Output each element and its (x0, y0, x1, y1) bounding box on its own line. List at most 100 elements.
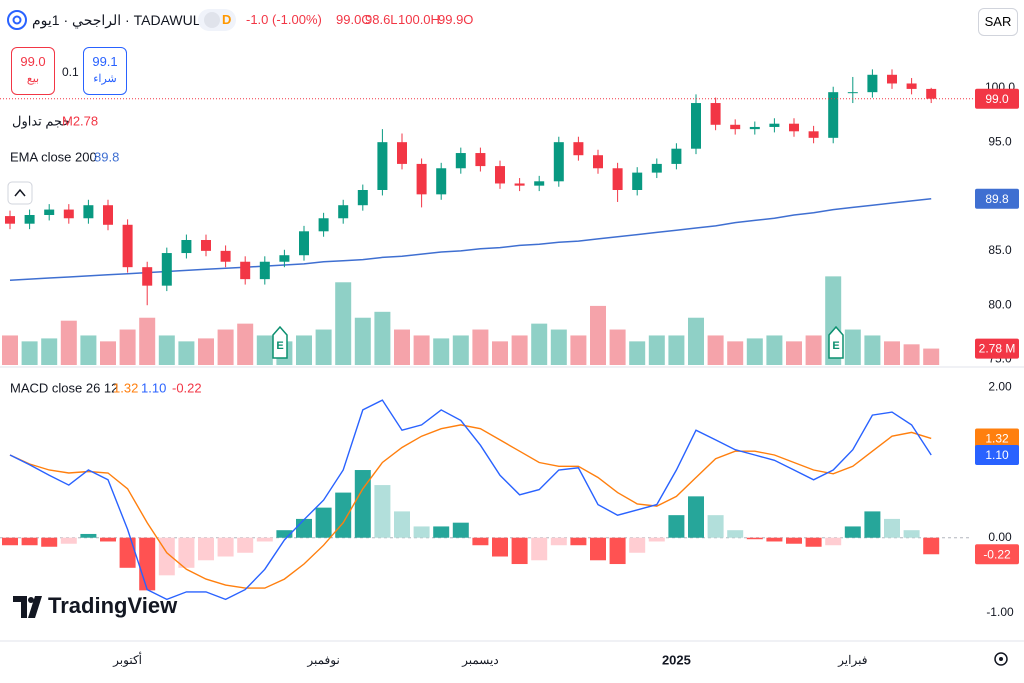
y-tick-label: 80.0 (988, 297, 1012, 311)
candle-body (612, 168, 623, 190)
histogram-bar (864, 511, 881, 538)
histogram-bar (139, 537, 156, 591)
candle-body (847, 92, 858, 94)
histogram-bar (531, 537, 548, 561)
candle-body (220, 250, 231, 262)
candle-body (887, 74, 897, 84)
macd-line (9, 399, 932, 601)
volume-bar (864, 335, 881, 365)
volume-bar (609, 329, 626, 365)
histogram-bar (570, 537, 587, 546)
status-pill: D (198, 9, 236, 31)
volume-bar (296, 335, 312, 365)
histogram-bar (354, 470, 371, 538)
collapse-button[interactable] (7, 181, 33, 205)
histogram-bar (60, 537, 77, 544)
currency-button[interactable]: SAR (978, 8, 1018, 36)
earnings-marker[interactable]: E (272, 325, 288, 359)
volume-bar (786, 341, 802, 365)
histogram-bar (100, 537, 116, 542)
interval-badge: D (222, 12, 232, 27)
y-tick-label: 2.00 (988, 379, 1012, 393)
sell-button[interactable]: 99.0 بيع (11, 47, 55, 95)
watermark: TradingView (13, 593, 178, 618)
histogram-bar (433, 526, 450, 538)
histogram-bar (80, 533, 97, 538)
candle-body (710, 103, 721, 125)
volume-bar (570, 335, 587, 365)
buy-label: شراء (93, 73, 117, 85)
histogram-bar (707, 515, 724, 538)
volume-legend-value: M2.78 (62, 113, 98, 128)
macd-legend-hist: -0.22 (172, 380, 202, 395)
candle-body (83, 205, 94, 219)
settings-icon[interactable] (994, 652, 1008, 666)
sell-price: 99.0 (20, 54, 46, 69)
ema-legend-name: EMA close 200 (10, 149, 97, 164)
volume-bar (668, 335, 685, 365)
buy-button[interactable]: 99.1 شراء (83, 47, 127, 95)
candle-body (142, 267, 153, 286)
histogram-bar (256, 537, 273, 542)
hist-badge: -0.22 (983, 547, 1011, 561)
candle-body (318, 218, 329, 232)
histogram-bar (511, 537, 528, 565)
volume-bar (746, 338, 763, 365)
hist-badge-bg (975, 544, 1019, 565)
symbol[interactable]: الراجحي · 1يوم · TADAWUL (32, 12, 201, 28)
histogram-bar (844, 526, 861, 538)
macd-legend-name: MACD close 26 12 (10, 380, 118, 395)
histogram-bar (884, 518, 900, 538)
histogram-bar (374, 485, 391, 538)
volume-bar (374, 311, 391, 365)
candle-body (475, 153, 486, 167)
histogram-bar (550, 537, 567, 546)
histogram-bar (217, 537, 234, 557)
volume-bar (492, 341, 508, 365)
histogram-bar (472, 537, 489, 546)
volume-bar (178, 341, 195, 365)
candle-body (691, 103, 701, 149)
x-tick-label: فبراير (837, 653, 867, 667)
histogram-bar (648, 537, 665, 542)
earnings-marker[interactable]: E (828, 325, 844, 359)
candle-body (103, 205, 113, 225)
price-change: -1.0 (-1.00%) (246, 12, 322, 27)
histogram-bar (119, 537, 136, 568)
x-tick-label: أكتوبر (112, 652, 142, 667)
candle-body (514, 183, 525, 186)
volume-bar (590, 305, 606, 365)
y-tick-label: 95.0 (988, 134, 1012, 148)
last-price-badge-bg (975, 88, 1019, 109)
histogram-bar (492, 537, 508, 557)
ema-badge-bg (975, 188, 1019, 209)
candle-body (161, 253, 172, 286)
candle-body (416, 163, 427, 195)
histogram-bar (590, 537, 606, 561)
candle-body (181, 240, 192, 254)
candle-body (534, 181, 545, 186)
histogram-bar (688, 496, 704, 538)
macd-badge: 1.10 (985, 448, 1009, 462)
histogram-bar (746, 537, 763, 540)
histogram-bar (903, 530, 920, 538)
candle-body (789, 123, 799, 132)
ohlc-high: 100.0H (398, 12, 440, 27)
candle-body (397, 142, 407, 164)
candle-body (5, 216, 15, 224)
ohlc-close: 99.0C (336, 12, 371, 27)
last-price-badge: 99.0 (985, 92, 1009, 106)
volume-bar (60, 320, 77, 365)
volume-bar (413, 335, 430, 365)
candle-body (436, 168, 447, 195)
volume-bar (629, 341, 646, 365)
candle-body (867, 74, 878, 93)
candle-body (808, 131, 819, 138)
y-tick-label: 0.00 (988, 530, 1012, 544)
ema-badge: 89.8 (985, 192, 1009, 206)
x-tick-label: ديسمبر (461, 653, 499, 667)
macd-badge-bg (975, 428, 1019, 449)
candle-body (593, 155, 603, 169)
